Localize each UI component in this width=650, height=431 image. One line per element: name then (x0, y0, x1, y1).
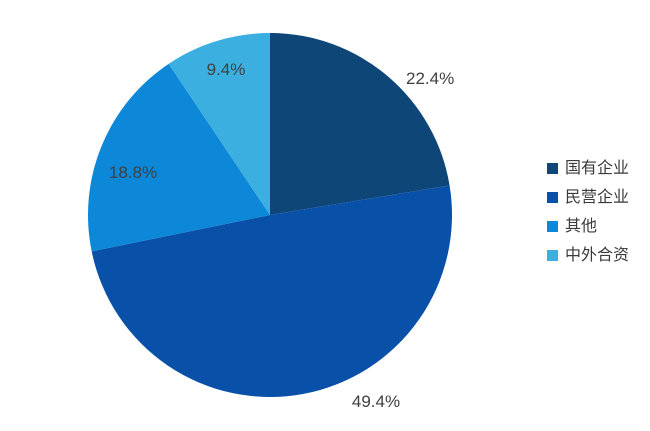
legend-item-1: 民营企业 (547, 188, 629, 207)
legend-swatch-icon (547, 221, 558, 232)
pie-labels: 22.4% 49.4% 18.8% 9.4% (109, 60, 454, 411)
pie-slice-2 (88, 63, 270, 252)
pie-label-1: 49.4% (352, 392, 400, 411)
legend-label: 其他 (565, 217, 598, 235)
pie-label-2: 18.8% (109, 163, 157, 182)
pie-label-3: 9.4% (207, 60, 246, 79)
pie-label-0: 22.4% (406, 69, 454, 88)
pie-slices (88, 33, 453, 398)
chart-legend: 国有企业民营企业其他中外合资 (547, 159, 629, 265)
legend-item-0: 国有企业 (547, 159, 629, 178)
legend-swatch-icon (547, 163, 558, 174)
legend-swatch-icon (547, 250, 558, 261)
legend-label: 国有企业 (565, 159, 630, 177)
legend-label: 民营企业 (565, 188, 630, 206)
pie-slice-1 (91, 185, 453, 398)
pie-slice-0 (270, 33, 450, 215)
legend-item-3: 中外合资 (547, 246, 629, 265)
legend-swatch-icon (547, 192, 558, 203)
legend-label: 中外合资 (565, 246, 630, 264)
legend-item-2: 其他 (547, 217, 629, 236)
pie-slice-3 (168, 33, 270, 215)
